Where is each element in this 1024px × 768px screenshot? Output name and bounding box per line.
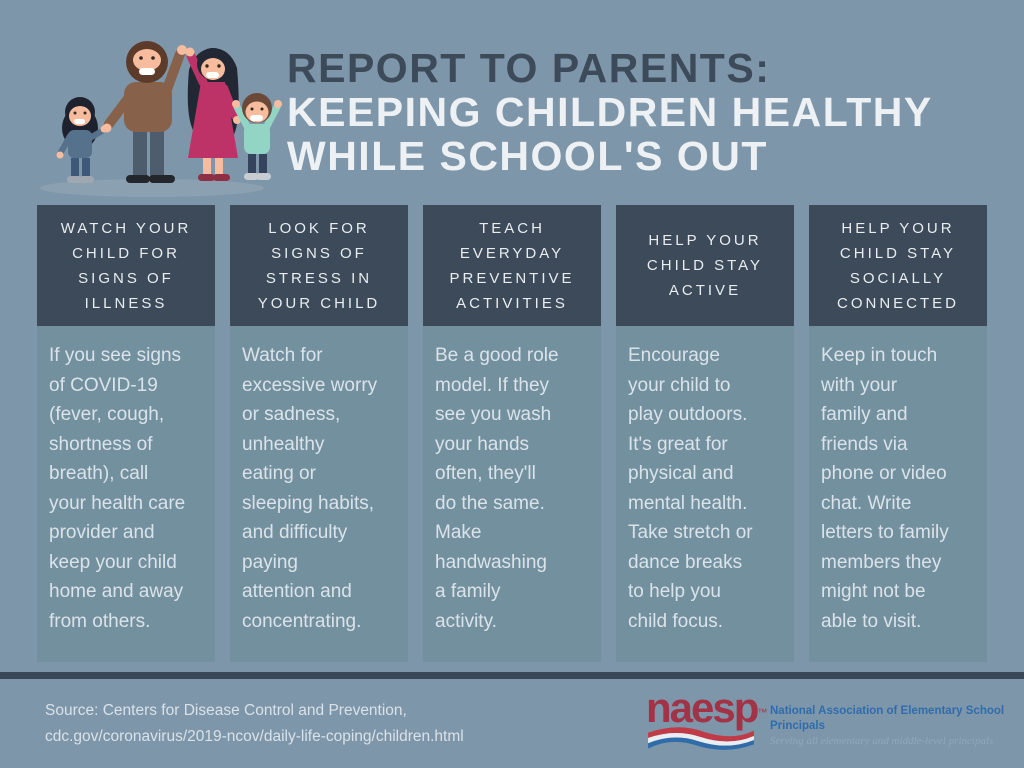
column-signs-of-illness: WATCH YOUR CHILD FOR SIGNS OF ILLNESS If… bbox=[37, 205, 215, 662]
dad-figure bbox=[102, 41, 187, 183]
title-line-2: KEEPING CHILDREN HEALTHY bbox=[287, 89, 933, 135]
column-header: HELP YOUR CHILD STAY SOCIALLY CONNECTED bbox=[809, 205, 987, 326]
title-line-3: WHILE SCHOOL'S OUT bbox=[287, 133, 768, 179]
mom-figure bbox=[185, 47, 241, 181]
column-body: Be a good role model. If they see you wa… bbox=[423, 326, 601, 662]
column-header: LOOK FOR SIGNS OF STRESS IN YOUR CHILD bbox=[230, 205, 408, 326]
advice-columns: WATCH YOUR CHILD FOR SIGNS OF ILLNESS If… bbox=[37, 205, 987, 662]
naesp-waves-icon bbox=[648, 727, 754, 750]
family-illustration bbox=[40, 41, 282, 197]
daughter-figure bbox=[56, 97, 108, 183]
trademark-symbol: ™ bbox=[757, 707, 768, 719]
column-body: Keep in touch with your family and frien… bbox=[809, 326, 987, 662]
title-line-1: REPORT TO PARENTS: bbox=[287, 45, 771, 91]
column-stay-active: HELP YOUR CHILD STAY ACTIVE Encourage yo… bbox=[616, 205, 794, 662]
org-tagline: Serving all elementary and middle-level … bbox=[770, 735, 994, 747]
column-header: TEACH EVERYDAY PREVENTIVE ACTIVITIES bbox=[423, 205, 601, 326]
org-name: National Association of Elementary Schoo… bbox=[770, 705, 1005, 732]
son-figure bbox=[232, 93, 282, 180]
column-body: Encourage your child to play outdoors. I… bbox=[616, 326, 794, 662]
column-header: WATCH YOUR CHILD FOR SIGNS OF ILLNESS bbox=[37, 205, 215, 326]
page-title: REPORT TO PARENTS: KEEPING CHILDREN HEAL… bbox=[287, 46, 933, 178]
naesp-logo: naesp™ National Association of Elementar… bbox=[646, 687, 1024, 754]
column-header: HELP YOUR CHILD STAY ACTIVE bbox=[616, 205, 794, 326]
naesp-text-block: National Association of Elementary Schoo… bbox=[770, 688, 1024, 748]
column-preventive-activities: TEACH EVERYDAY PREVENTIVE ACTIVITIES Be … bbox=[423, 205, 601, 662]
column-signs-of-stress: LOOK FOR SIGNS OF STRESS IN YOUR CHILD W… bbox=[230, 205, 408, 662]
footer-divider bbox=[0, 672, 1024, 679]
naesp-wordmark-group: naesp™ bbox=[646, 687, 768, 754]
column-socially-connected: HELP YOUR CHILD STAY SOCIALLY CONNECTED … bbox=[809, 205, 987, 662]
column-body: If you see signs of COVID-19 (fever, cou… bbox=[37, 326, 215, 662]
column-body: Watch for excessive worry or sadness, un… bbox=[230, 326, 408, 662]
naesp-wordmark: naesp bbox=[646, 684, 759, 731]
source-citation: Source: Centers for Disease Control and … bbox=[45, 702, 464, 745]
